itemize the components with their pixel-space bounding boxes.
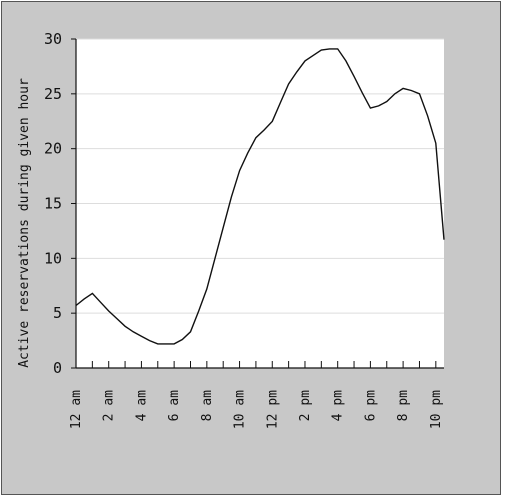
- data-point: [402, 87, 404, 89]
- data-point: [140, 335, 142, 337]
- data-point: [320, 49, 322, 51]
- data-point: [181, 338, 183, 340]
- x-tick-label: 4 am: [134, 390, 149, 421]
- data-point: [410, 89, 412, 91]
- x-tick-label: 12 am: [69, 390, 84, 429]
- x-tick-label: 2 am: [102, 390, 117, 421]
- data-point: [377, 105, 379, 107]
- series-line: [75, 48, 445, 345]
- x-tick-label: 12 pm: [265, 390, 280, 429]
- data-point: [75, 304, 77, 306]
- data-point: [369, 107, 371, 109]
- y-tick-label: 20: [44, 140, 62, 158]
- data-point: [108, 310, 110, 312]
- data-point: [353, 75, 355, 77]
- y-tick-label: 10: [44, 249, 62, 267]
- data-point: [426, 115, 428, 117]
- y-tick-label: 25: [44, 85, 62, 103]
- data-point: [91, 292, 93, 294]
- data-point: [312, 54, 314, 56]
- data-point: [197, 310, 199, 312]
- data-point: [116, 317, 118, 319]
- data-point: [173, 343, 175, 345]
- data-point: [345, 60, 347, 62]
- y-axis-ticks: 0 5 10 15 20 25 30: [44, 30, 76, 377]
- data-point: [287, 83, 289, 85]
- x-tick-label: 10 pm: [429, 390, 444, 429]
- data-point: [328, 48, 330, 50]
- data-point: [394, 93, 396, 95]
- data-point: [361, 92, 363, 94]
- y-tick-label: 30: [44, 30, 62, 48]
- data-point: [255, 137, 257, 139]
- grid-lines: [76, 38, 444, 314]
- x-axis-ticks: 12 am 2 am 4 am 6 am 8 am 10 am 12 pm 2 pm 4 pm 6…: [69, 361, 444, 429]
- x-tick-label: 8 am: [200, 390, 215, 421]
- y-tick-label: 0: [53, 359, 62, 377]
- data-point: [418, 93, 420, 95]
- data-point: [304, 60, 306, 62]
- data-point: [279, 101, 281, 103]
- data-point: [157, 343, 159, 345]
- y-tick-label: 5: [53, 304, 62, 322]
- data-point: [336, 48, 338, 50]
- data-point: [247, 152, 249, 154]
- data-point: [83, 298, 85, 300]
- data-point: [435, 142, 437, 144]
- x-tick-label: 2 pm: [298, 390, 313, 421]
- data-point: [222, 226, 224, 228]
- data-point: [165, 343, 167, 345]
- data-point: [296, 71, 298, 73]
- data-point: [124, 325, 126, 327]
- data-point: [443, 238, 445, 240]
- data-point: [99, 301, 101, 303]
- x-tick-label: 6 am: [167, 390, 182, 421]
- data-point: [271, 120, 273, 122]
- x-tick-label: 6 pm: [363, 390, 378, 421]
- y-tick-label: 15: [44, 195, 62, 213]
- data-point: [214, 257, 216, 259]
- data-point: [230, 196, 232, 198]
- x-tick-label: 8 pm: [396, 390, 411, 421]
- data-point: [132, 331, 134, 333]
- x-tick-label: 10 am: [233, 390, 248, 429]
- data-point: [263, 129, 265, 131]
- y-axis-title: Active reservations during given hour: [17, 78, 32, 368]
- data-point: [189, 331, 191, 333]
- data-point: [206, 288, 208, 290]
- data-point: [238, 169, 240, 171]
- data-point: [386, 100, 388, 102]
- x-tick-label: 4 pm: [331, 390, 346, 421]
- data-point: [148, 339, 150, 341]
